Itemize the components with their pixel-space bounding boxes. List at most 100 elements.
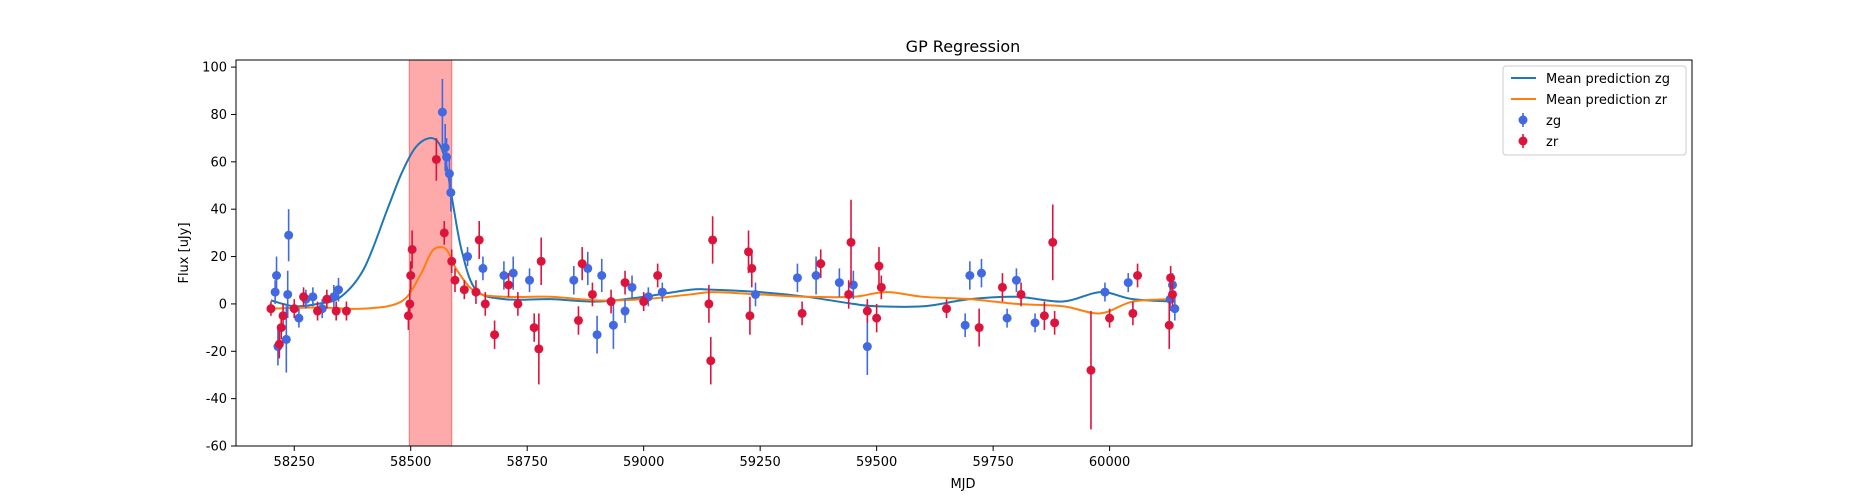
data-point-zr-47 bbox=[874, 247, 884, 285]
data-point-zg-6 bbox=[294, 308, 304, 328]
data-point-zr-25 bbox=[529, 313, 539, 342]
data-point-zg-32 bbox=[792, 263, 802, 293]
data-point-zr-19 bbox=[471, 280, 481, 304]
x-tick-label: 58500 bbox=[390, 455, 431, 470]
data-point-zr-7 bbox=[322, 289, 332, 309]
x-tick-label: 59750 bbox=[972, 455, 1013, 470]
plot-area bbox=[235, 59, 1693, 447]
data-point-zr-56 bbox=[1086, 311, 1096, 430]
data-point-zr-13 bbox=[407, 230, 417, 269]
data-point-zr-52 bbox=[1016, 282, 1026, 307]
data-point-zg-10 bbox=[329, 284, 339, 309]
data-point-zg-36 bbox=[862, 318, 872, 375]
y-tick-label: 40 bbox=[210, 203, 227, 218]
data-point-zr-23 bbox=[504, 273, 514, 297]
data-point-zr-22 bbox=[490, 320, 500, 349]
data-point-zg-20 bbox=[508, 256, 518, 290]
data-point-zg-31 bbox=[751, 282, 761, 307]
legend-label: zg bbox=[1546, 114, 1561, 129]
data-point-zg-33 bbox=[811, 256, 821, 295]
data-point-zr-0 bbox=[266, 301, 276, 316]
legend-item-2: zg bbox=[1518, 113, 1561, 129]
data-point-zr-4 bbox=[289, 299, 299, 319]
data-point-zr-14 bbox=[431, 138, 441, 181]
data-point-zg-25 bbox=[597, 258, 607, 293]
y-tick-label: -40 bbox=[206, 392, 227, 407]
data-point-zr-9 bbox=[341, 301, 351, 321]
data-point-zr-50 bbox=[974, 308, 984, 347]
plot-frame bbox=[235, 59, 1693, 447]
data-point-zr-45 bbox=[862, 299, 872, 323]
x-axis: 58250 58500 58750 59000 59250 59500 59750 60000 bbox=[274, 446, 1130, 470]
x-tick-label: 59250 bbox=[739, 455, 780, 470]
data-point-zg-5 bbox=[284, 209, 294, 262]
data-point-zr-11 bbox=[405, 289, 415, 319]
data-point-zg-8 bbox=[308, 287, 318, 307]
data-point-zg-42 bbox=[1030, 313, 1040, 333]
data-point-zr-51 bbox=[997, 273, 1007, 302]
data-point-zg-21 bbox=[525, 268, 535, 293]
data-point-zr-57 bbox=[1105, 308, 1115, 328]
legend-label: Mean prediction zg bbox=[1546, 72, 1670, 87]
data-point-zr-35 bbox=[704, 284, 714, 323]
data-point-zr-29 bbox=[577, 247, 587, 281]
legend-box bbox=[1502, 65, 1687, 156]
data-point-zg-1 bbox=[272, 256, 282, 295]
y-tick-label: 0 bbox=[219, 297, 227, 312]
data-point-zr-16 bbox=[447, 249, 457, 274]
data-point-zg-0 bbox=[270, 280, 280, 304]
data-point-zg-23 bbox=[583, 251, 593, 285]
legend-label: zr bbox=[1546, 135, 1559, 150]
data-point-zg-4 bbox=[283, 270, 293, 319]
x-tick-label: 60000 bbox=[1089, 455, 1130, 470]
data-point-zr-40 bbox=[747, 249, 757, 288]
data-point-zg-39 bbox=[976, 258, 986, 288]
data-point-zr-6 bbox=[313, 301, 323, 321]
x-tick-label: 58750 bbox=[507, 455, 548, 470]
data-point-zr-59 bbox=[1133, 263, 1143, 288]
legend-item-0: Mean prediction zg bbox=[1511, 72, 1670, 87]
data-point-zg-40 bbox=[1002, 308, 1012, 328]
data-point-zg-38 bbox=[965, 261, 975, 290]
legend-item-1: Mean prediction zr bbox=[1511, 93, 1668, 108]
x-tick-label: 59000 bbox=[623, 455, 664, 470]
data-point-zr-12 bbox=[406, 261, 416, 290]
data-point-zr-33 bbox=[639, 292, 649, 312]
y-axis: -60 -40 -20 0 20 40 60 80 100 bbox=[202, 61, 236, 455]
series-line-zg bbox=[270, 136, 1175, 308]
data-point-zg-44 bbox=[1123, 273, 1133, 293]
data-point-zr-20 bbox=[474, 221, 484, 259]
data-point-zr-31 bbox=[606, 289, 616, 314]
x-tick-label: 58250 bbox=[274, 455, 315, 470]
data-point-zr-58 bbox=[1128, 301, 1138, 326]
data-point-zr-15 bbox=[439, 221, 449, 245]
data-point-zr-43 bbox=[844, 280, 854, 309]
data-point-zr-41 bbox=[797, 301, 807, 326]
data-point-zr-17 bbox=[450, 268, 460, 293]
data-point-zr-1 bbox=[274, 329, 284, 359]
y-axis-label: Flux [uJy] bbox=[177, 222, 192, 283]
data-point-zr-3 bbox=[278, 303, 288, 328]
data-point-zr-55 bbox=[1050, 311, 1060, 335]
data-point-zg-15 bbox=[444, 154, 454, 193]
y-tick-label: 80 bbox=[210, 108, 227, 123]
legend: Mean prediction zg Mean prediction zr zg zr bbox=[1502, 65, 1687, 156]
y-tick-label: 60 bbox=[210, 155, 227, 170]
data-point-zg-43 bbox=[1100, 282, 1110, 302]
data-point-zr-27 bbox=[536, 237, 546, 285]
legend-swatch bbox=[1518, 134, 1528, 148]
legend-item-3: zr bbox=[1518, 134, 1559, 150]
data-point-zg-34 bbox=[834, 268, 844, 297]
data-point-zr-26 bbox=[534, 313, 544, 385]
data-point-zr-61 bbox=[1166, 266, 1176, 290]
data-point-zg-12 bbox=[437, 78, 447, 146]
data-point-zg-41 bbox=[1011, 268, 1021, 293]
data-point-zr-49 bbox=[942, 299, 952, 319]
data-point-zg-22 bbox=[569, 266, 579, 295]
data-point-zg-24 bbox=[592, 315, 602, 354]
data-point-zg-11 bbox=[334, 277, 344, 302]
y-tick-label: -20 bbox=[206, 345, 227, 360]
data-point-zg-16 bbox=[446, 173, 456, 212]
data-point-zr-18 bbox=[459, 280, 469, 300]
data-point-zr-8 bbox=[331, 301, 341, 321]
